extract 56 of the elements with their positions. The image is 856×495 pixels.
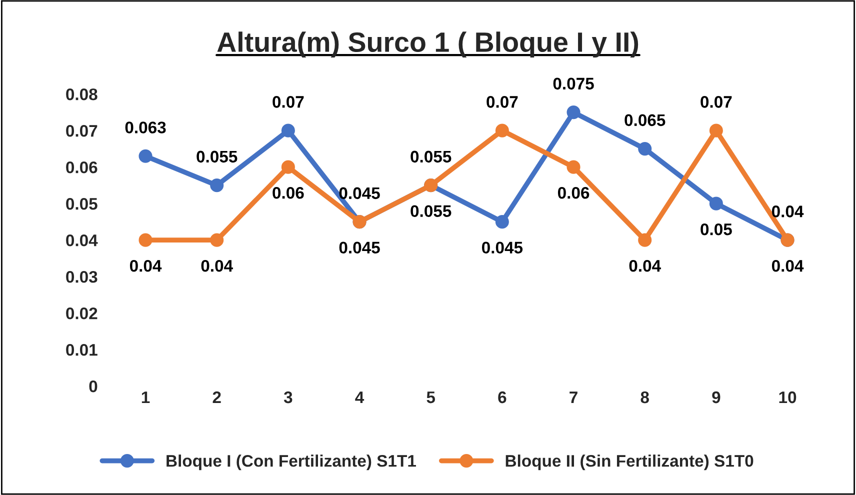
x-tick-label: 9 [712,391,720,404]
point [138,233,152,247]
point [709,124,723,138]
x-tick-label: 7 [570,392,578,404]
data-label: 0.04 [130,260,162,272]
data-label: 0.063 [125,122,166,134]
y-tick-label: 0 [89,380,98,392]
point [138,149,152,163]
point [281,124,295,138]
data-label: 0.045 [339,242,380,254]
x-tick-label: 3 [284,391,292,404]
point [638,233,652,247]
data-label: 0.04 [772,206,804,218]
data-label: 0.045 [482,242,523,254]
x-tick-label: 5 [426,392,436,404]
point [281,160,295,174]
y-tick-label: 0.07 [66,124,98,137]
y-tick-label: 0.05 [66,198,98,210]
data-label: 0.055 [410,150,452,163]
point [495,215,509,229]
legend-label: Bloque II (Sin Fertilizante) S1T0 [506,454,754,470]
data-label: 0.07 [486,96,518,108]
y-tick-label: 0.01 [66,344,98,356]
data-label: 0.04 [772,260,804,272]
point [210,233,224,247]
data-label: 0.055 [410,205,452,217]
data-label: 0.04 [201,260,233,272]
data-label: 0.065 [624,114,666,126]
y-tick-label: 0.06 [66,161,98,174]
point [566,160,580,174]
x-tick-label: 10 [779,391,796,404]
data-label: 0.06 [272,186,304,199]
y-tick-label: 0.04 [66,234,98,246]
data-label: 0.06 [558,186,590,199]
data-label: 0.07 [272,96,304,108]
point [210,178,224,192]
point [495,124,509,138]
legend-label: Bloque I (Con Fertilizante) S1T1 [166,454,416,470]
data-label: 0.05 [700,223,732,236]
x-tick-label: 1 [142,392,150,404]
y-tick-label: 0.02 [66,307,98,320]
data-label: 0.075 [553,78,594,90]
x-tick-label: 8 [640,391,649,404]
x-tick-label: 2 [212,391,221,404]
data-label: 0.045 [339,187,380,200]
data-label: 0.055 [196,150,238,163]
x-tick-label: 6 [498,391,506,404]
y-tick-label: 0.08 [66,88,98,100]
x-tick-label: 4 [355,392,364,404]
point [566,106,580,120]
chart-title: Altura(m) Surco 1 ( Bloque I y II) [217,32,638,58]
y-tick-label: 0.03 [66,270,98,283]
data-label: 0.07 [700,96,732,108]
point [709,196,723,210]
point [638,142,652,156]
data-label: 0.04 [629,260,661,272]
